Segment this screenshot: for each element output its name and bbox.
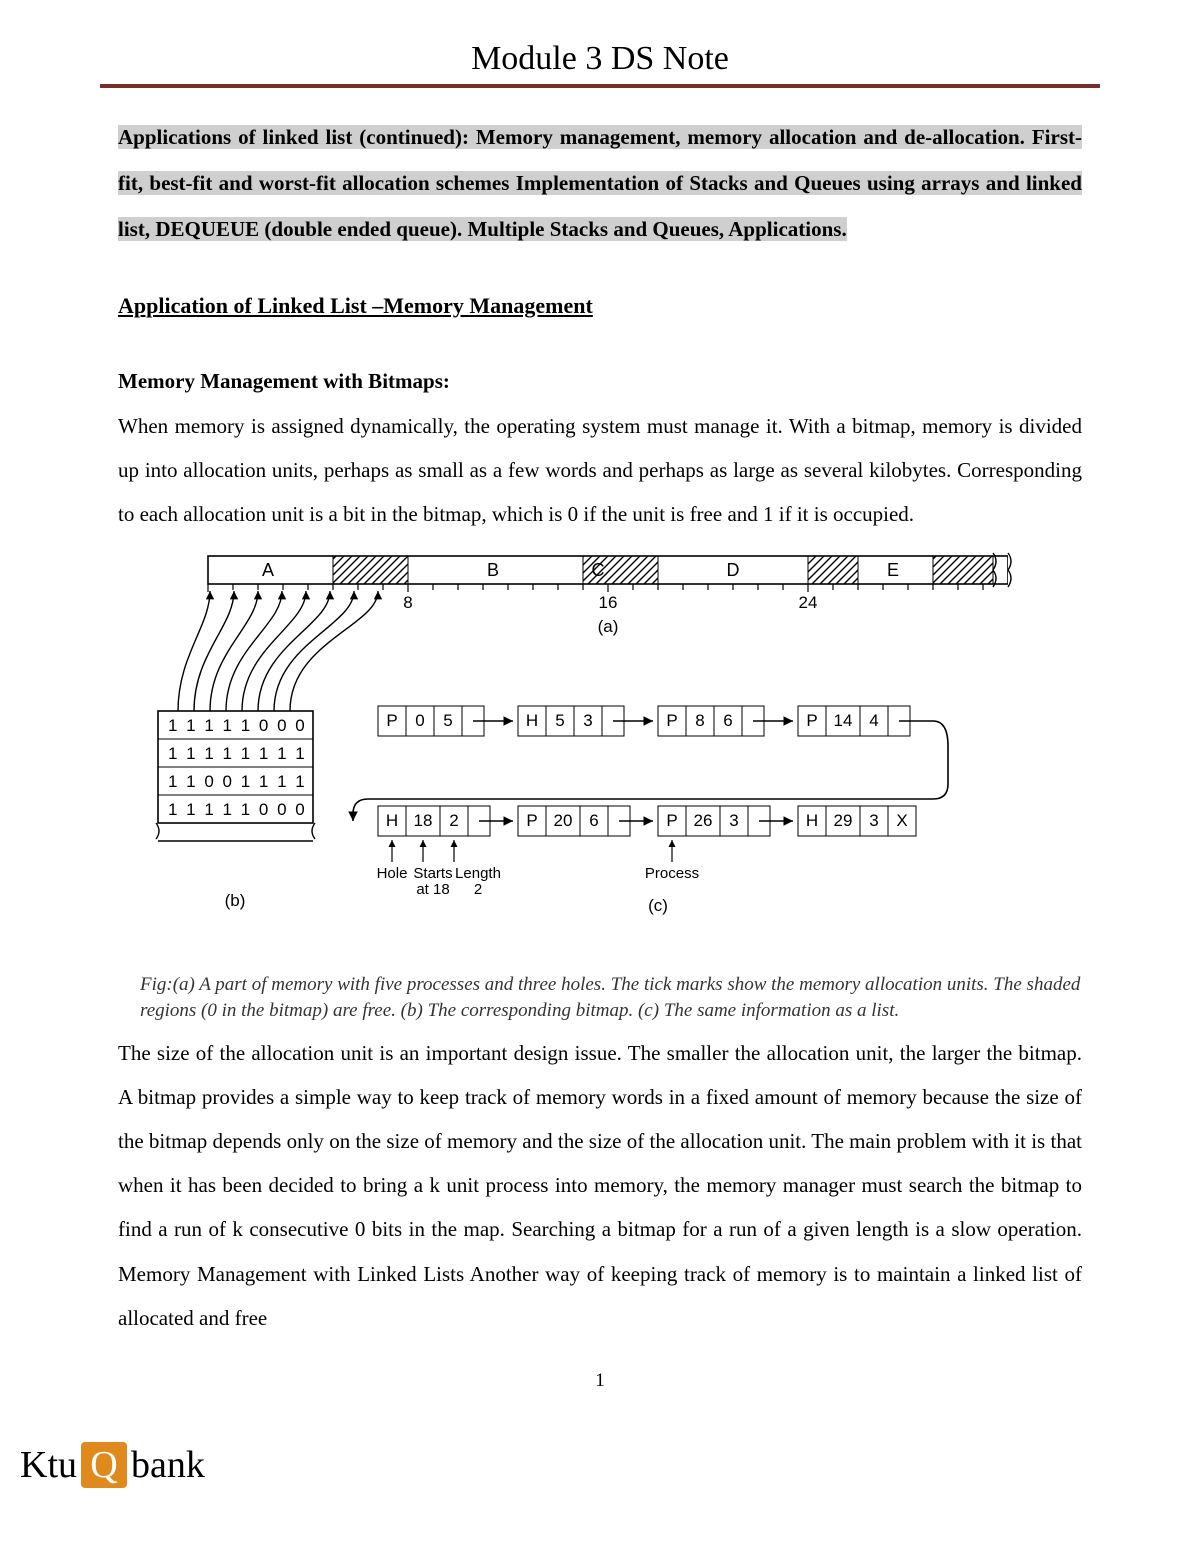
svg-text:6: 6	[723, 711, 732, 730]
svg-text:18: 18	[414, 811, 433, 830]
page-number: 1	[100, 1370, 1100, 1392]
page: Module 3 DS Note Applications of linked …	[0, 0, 1200, 1412]
svg-text:24: 24	[799, 593, 818, 612]
svg-text:3: 3	[583, 711, 592, 730]
svg-text:3: 3	[729, 811, 738, 830]
svg-text:P: P	[666, 711, 677, 730]
paragraph-2: The size of the allocation unit is an im…	[118, 1031, 1082, 1340]
svg-text:1 1 1 1 1 1 1 1: 1 1 1 1 1 1 1 1	[168, 744, 307, 763]
svg-text:D: D	[727, 560, 740, 580]
svg-text:Process: Process	[645, 865, 699, 882]
svg-text:3: 3	[869, 811, 878, 830]
svg-text:P: P	[806, 711, 817, 730]
svg-text:5: 5	[555, 711, 564, 730]
svg-text:16: 16	[599, 593, 618, 612]
logo-post: bank	[131, 1443, 205, 1487]
intro-paragraph: Applications of linked list (continued):…	[118, 114, 1082, 253]
svg-text:8: 8	[695, 711, 704, 730]
footer-logo: Ktu Q bank	[0, 1432, 1200, 1498]
svg-text:8: 8	[403, 593, 412, 612]
svg-text:20: 20	[554, 811, 573, 830]
svg-text:E: E	[887, 560, 899, 580]
svg-text:5: 5	[443, 711, 452, 730]
svg-text:0: 0	[415, 711, 424, 730]
svg-text:B: B	[487, 560, 499, 580]
memory-diagram: A B C D E 8 16 24 (a)	[118, 546, 1082, 966]
sub-header: Memory Management with Bitmaps:	[118, 369, 1082, 394]
svg-text:2: 2	[474, 881, 482, 898]
svg-text:Length: Length	[455, 865, 501, 882]
svg-text:C: C	[592, 560, 605, 580]
svg-text:(a): (a)	[598, 617, 619, 636]
section-header: Application of Linked List –Memory Manag…	[118, 293, 1082, 319]
page-title: Module 3 DS Note	[100, 40, 1100, 88]
svg-text:29: 29	[834, 811, 853, 830]
svg-text:(b): (b)	[225, 891, 246, 910]
logo-q-icon: Q	[81, 1442, 127, 1488]
svg-text:6: 6	[589, 811, 598, 830]
svg-text:H: H	[806, 811, 818, 830]
svg-text:P: P	[666, 811, 677, 830]
svg-text:A: A	[262, 560, 274, 580]
svg-text:P: P	[526, 811, 537, 830]
svg-text:4: 4	[869, 711, 878, 730]
svg-text:H: H	[526, 711, 538, 730]
svg-text:2: 2	[449, 811, 458, 830]
figure-caption: Fig:(a) A part of memory with five proce…	[140, 972, 1082, 1025]
svg-text:Hole: Hole	[377, 865, 408, 882]
svg-text:1 1 0 0 1 1 1 1: 1 1 0 0 1 1 1 1	[168, 772, 307, 791]
svg-text:14: 14	[834, 711, 853, 730]
svg-text:P: P	[386, 711, 397, 730]
svg-text:1 1 1 1 1 0 0 0: 1 1 1 1 1 0 0 0	[168, 716, 307, 735]
svg-text:26: 26	[694, 811, 713, 830]
paragraph-1: When memory is assigned dynamically, the…	[118, 404, 1082, 536]
svg-text:H: H	[386, 811, 398, 830]
svg-text:1 1 1 1 1 0 0 0: 1 1 1 1 1 0 0 0	[168, 800, 307, 819]
logo-pre: Ktu	[20, 1443, 77, 1487]
svg-text:Starts: Starts	[413, 865, 452, 882]
svg-text:at 18: at 18	[416, 881, 449, 898]
svg-text:X: X	[896, 811, 907, 830]
highlighted-intro: Applications of linked list (continued):…	[118, 125, 1082, 241]
svg-text:(c): (c)	[648, 896, 668, 915]
